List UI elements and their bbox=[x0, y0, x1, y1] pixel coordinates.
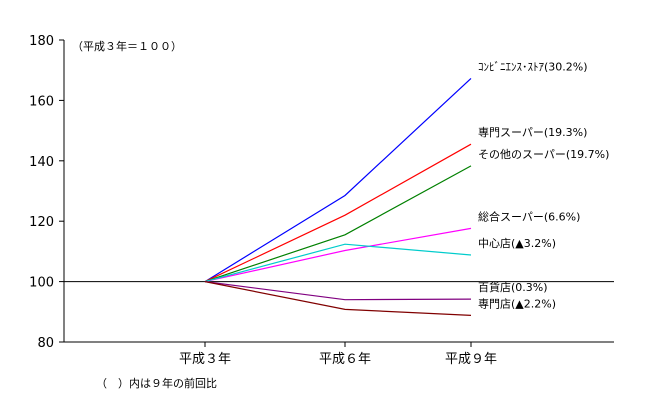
y-tick-label: 120 bbox=[29, 215, 54, 230]
y-tick-label: 100 bbox=[29, 276, 54, 291]
series-label: 専門店(▲2.2%) bbox=[478, 296, 556, 310]
y-tick-label: 140 bbox=[29, 155, 54, 170]
y-tick-label: 160 bbox=[29, 94, 54, 109]
series-label: その他のスーパー(19.7%) bbox=[478, 148, 609, 161]
series-label: 百貨店(0.3%) bbox=[478, 280, 548, 294]
chart-footnote: （ ）内は９年の前回比 bbox=[96, 376, 217, 390]
series-lines bbox=[204, 77, 472, 316]
y-tick-label: 180 bbox=[29, 34, 54, 49]
series-line bbox=[204, 165, 472, 283]
series-line bbox=[204, 281, 472, 301]
x-tick-label: 平成３年 bbox=[179, 352, 231, 367]
x-axis: 平成３年 平成６年 平成９年 bbox=[64, 341, 614, 367]
series-line bbox=[204, 227, 472, 283]
x-tick-label: 平成６年 bbox=[319, 352, 371, 367]
series-line bbox=[204, 243, 472, 283]
y-axis: 80 100 120 140 160 180 bbox=[29, 34, 65, 351]
series-label: 専門スーパー(19.3%) bbox=[478, 126, 587, 139]
chart-subtitle: （平成３年＝１００） bbox=[72, 39, 182, 53]
series-label: 中心店(▲3.2%) bbox=[478, 236, 556, 250]
series-label: 総合スーパー(6.6%) bbox=[478, 209, 580, 223]
series-label: ｺﾝﾋﾞﾆｴﾝｽ･ｽﾄｱ(30.2%) bbox=[478, 60, 588, 73]
series-line bbox=[204, 281, 472, 316]
y-tick-label: 80 bbox=[37, 336, 54, 351]
x-tick-label: 平成９年 bbox=[445, 352, 497, 367]
series-line bbox=[204, 77, 472, 283]
series-line bbox=[204, 143, 472, 283]
series-labels: ｺﾝﾋﾞﾆｴﾝｽ･ｽﾄｱ(30.2%) 専門スーパー(19.3%) その他のスーパー… bbox=[478, 60, 609, 310]
